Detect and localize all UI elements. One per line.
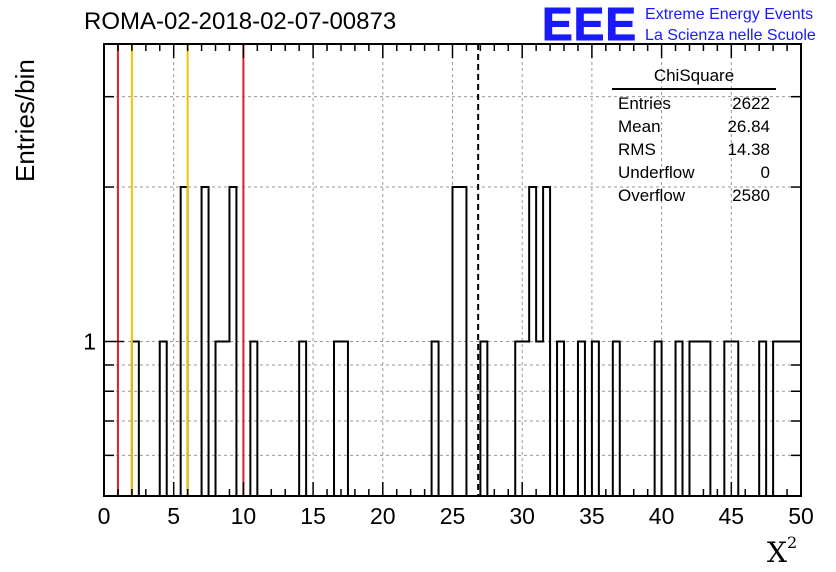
- x-tick-label: 5: [167, 503, 180, 529]
- histogram-bin: [703, 342, 710, 496]
- histogram-bin: [731, 342, 738, 496]
- histogram-bin: [759, 342, 766, 496]
- x-tick-label: 40: [649, 503, 675, 529]
- x-axis-label-superscript: 2: [786, 532, 798, 552]
- histogram-bin: [181, 187, 188, 496]
- stat-value: 2580: [732, 186, 770, 205]
- histogram-bin: [453, 187, 460, 496]
- logo-text: Extreme Energy Events La Scienza nelle S…: [645, 4, 816, 46]
- stat-row-rms: RMS 14.38: [610, 138, 778, 161]
- x-tick-label: 35: [579, 503, 605, 529]
- stat-value: 2622: [732, 94, 770, 113]
- histogram-bin: [529, 187, 536, 496]
- histogram-bin: [459, 187, 466, 496]
- logo-line-1: Extreme Energy Events: [645, 6, 814, 23]
- y-tick-label: 1: [83, 329, 96, 355]
- stat-value: 0: [760, 163, 770, 182]
- histogram-bin: [216, 342, 223, 496]
- stat-label: Entries: [618, 94, 671, 113]
- x-axis-label: X2: [767, 532, 798, 569]
- histogram-bin: [536, 342, 543, 496]
- histogram-bin: [480, 342, 487, 496]
- histogram-bin: [250, 342, 257, 496]
- histogram-bin: [543, 187, 550, 496]
- histogram-bin: [229, 187, 236, 496]
- stat-label: RMS: [618, 140, 656, 159]
- histogram-bin: [613, 342, 620, 496]
- stat-label: Mean: [618, 117, 661, 136]
- stat-row-mean: Mean 26.84: [610, 115, 778, 138]
- histogram-bin: [780, 342, 787, 496]
- histogram-bin: [515, 342, 522, 496]
- histogram-bin: [655, 342, 662, 496]
- histogram-bin: [557, 342, 564, 496]
- histogram-bin: [689, 342, 696, 496]
- logo-line-2: La Scienza nelle Scuole: [645, 27, 816, 44]
- axes: 0 5 10 15 20 25 30 35 40 45 50 1: [83, 43, 814, 529]
- x-tick-label: 15: [300, 503, 326, 529]
- stat-row-underflow: Underflow 0: [610, 161, 778, 184]
- eee-logo: EEE Extreme Energy Events La Scienza nel…: [541, 0, 816, 50]
- stat-label: Overflow: [618, 186, 686, 205]
- stats-box: ChiSquare Entries 2622 Mean 26.84 RMS 14…: [610, 66, 778, 207]
- stat-value: 26.84: [727, 117, 770, 136]
- histogram-bin: [592, 342, 599, 496]
- histogram-bin: [160, 342, 167, 496]
- y-axis-label: Entries/bin: [10, 59, 40, 182]
- stat-row-overflow: Overflow 2580: [610, 184, 778, 207]
- x-tick-label: 20: [370, 503, 396, 529]
- histogram-bin: [578, 342, 585, 496]
- x-tick-label: 50: [788, 503, 814, 529]
- histogram-bin: [334, 342, 341, 496]
- stat-label: Underflow: [618, 163, 695, 182]
- histogram-bin: [676, 342, 683, 496]
- histogram-bin: [341, 342, 348, 496]
- histogram-bin: [432, 342, 439, 496]
- histogram: [104, 186, 802, 497]
- x-tick-label: 0: [98, 503, 111, 529]
- histogram-bin: [222, 342, 229, 496]
- stat-row-entries: Entries 2622: [610, 92, 778, 115]
- x-tick-label: 30: [509, 503, 535, 529]
- marker-lines: [116, 44, 480, 496]
- histogram-bin: [202, 187, 209, 496]
- x-tick-label: 25: [440, 503, 466, 529]
- histogram-bin: [522, 342, 529, 496]
- histogram-bin: [724, 342, 731, 496]
- chart-title: ROMA-02-2018-02-07-00873: [84, 8, 397, 35]
- histogram-bin: [773, 342, 780, 496]
- x-tick-label: 45: [719, 503, 745, 529]
- x-axis-label-text: X: [767, 536, 787, 569]
- x-tick-label: 10: [231, 503, 257, 529]
- stat-value: 14.38: [727, 140, 770, 159]
- histogram-bin: [132, 342, 139, 496]
- logo-mark: EEE: [541, 0, 638, 50]
- histogram-bin: [696, 342, 703, 496]
- histogram-bin: [299, 342, 306, 496]
- stats-title: ChiSquare: [612, 66, 776, 90]
